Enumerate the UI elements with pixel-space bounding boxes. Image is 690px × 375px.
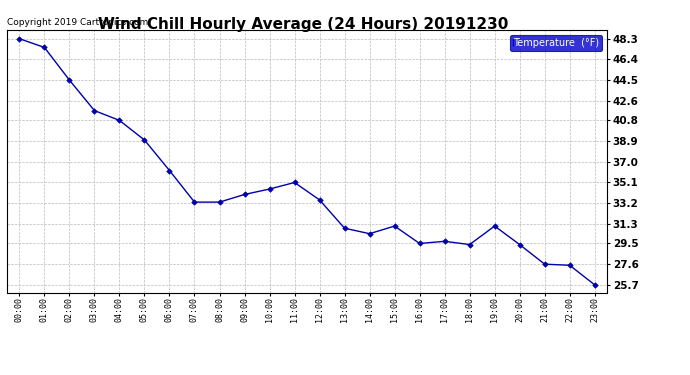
Text: Copyright 2019 Cartronics.com: Copyright 2019 Cartronics.com (7, 18, 148, 27)
Text: Wind Chill Hourly Average (24 Hours) 20191230: Wind Chill Hourly Average (24 Hours) 201… (99, 17, 509, 32)
Legend: Temperature  (°F): Temperature (°F) (511, 35, 602, 51)
